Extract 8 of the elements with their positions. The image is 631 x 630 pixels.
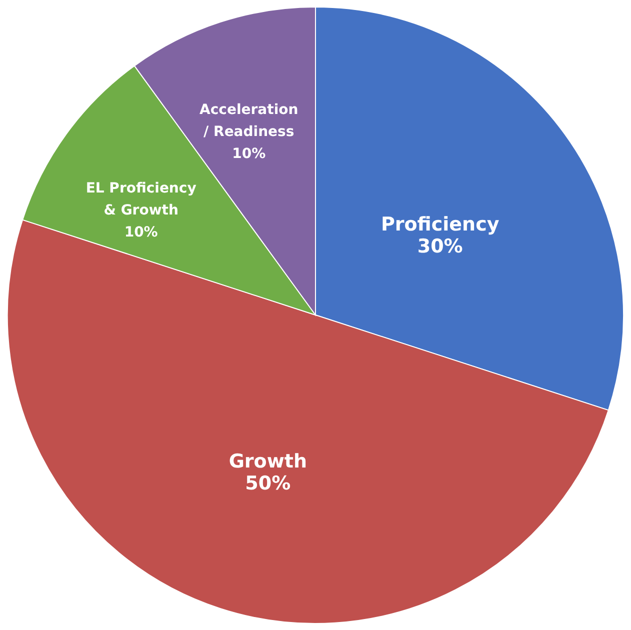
slice-label: Proficiency	[380, 213, 500, 236]
slice-label: Growth	[228, 450, 308, 472]
data-label: 10%	[232, 146, 266, 162]
data-label: 10%	[124, 224, 158, 240]
data-label: 50%	[245, 472, 291, 494]
slice-label: Acceleration / Readiness	[200, 102, 298, 140]
data-label: 30%	[417, 235, 463, 258]
slice-label: EL Proficiency & Growth	[86, 180, 196, 218]
